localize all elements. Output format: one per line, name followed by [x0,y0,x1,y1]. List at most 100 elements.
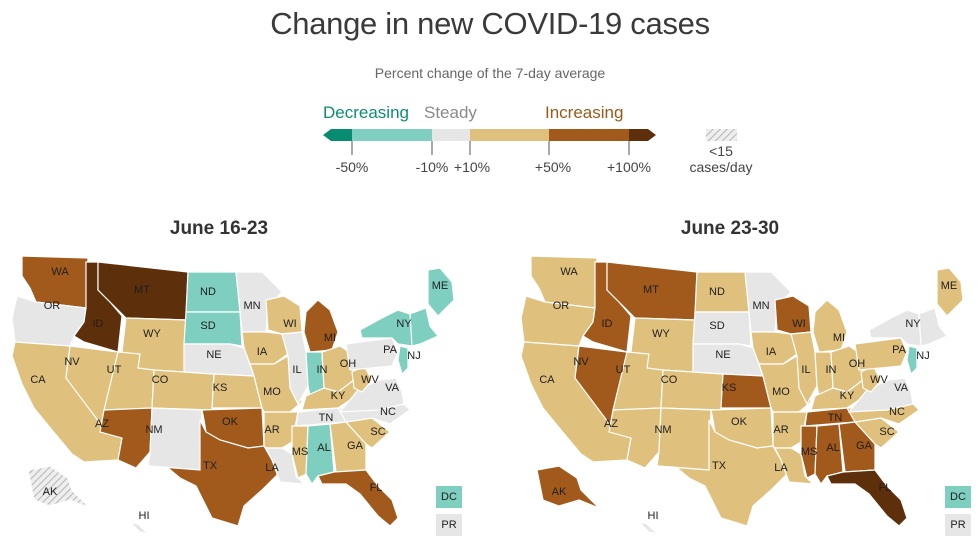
state-label-ak: AK [552,486,567,498]
state-va [847,377,914,413]
state-mi [812,299,848,353]
state-label-nd: ND [709,286,725,298]
box-dc [436,486,462,508]
state-label-pa: PA [892,344,907,356]
state-label-wi: WI [792,318,805,330]
state-fl [826,469,908,527]
state-label-tx: TX [203,460,218,472]
state-pa [345,337,399,371]
state-label-tn: TN [828,412,843,424]
state-label-ky: KY [331,390,346,402]
state-label-al: AL [317,442,330,454]
box-label-dc: DC [950,491,966,503]
state-label-il: IL [801,364,810,376]
state-label-wy: WY [143,328,161,340]
legend-small-cases-line1: <15 [709,143,733,159]
state-label-wv: WV [361,374,379,386]
state-label-nm: NM [145,424,162,436]
state-label-ny: NY [396,318,412,330]
state-ar [263,411,299,449]
state-label-sc: SC [370,426,385,438]
state-hi [128,520,151,535]
legend-bar-inc-strong [629,129,656,141]
state-label-mi: MI [833,332,845,344]
state-label-co: CO [661,374,678,386]
state-ak [536,465,600,509]
state-label-mi: MI [324,332,336,344]
state-il [281,331,309,406]
legend-hatch-swatch [706,129,737,141]
us-map-june-23-30: WA OR CA NV ID MT WY UT CO AZ NM ND SD NE KS OK TX MN IA MO… [520,255,971,536]
state-label-mn: MN [752,300,769,312]
box-label-dc: DC [441,491,457,503]
state-label-nv: NV [64,356,80,368]
legend-tick-label-5: +100% [607,159,651,175]
legend-bar-inc [470,129,549,141]
legend-bar-dec [352,129,432,141]
state-label-wa: WA [560,266,578,278]
state-label-wi: WI [283,318,296,330]
state-label-ar: AR [773,424,788,436]
state-label-ia: IA [257,346,268,358]
state-me [936,267,964,317]
state-label-va: VA [385,382,400,394]
box-dc [945,486,971,508]
state-label-nv: NV [573,356,589,368]
state-label-al: AL [826,442,839,454]
legend-bar-dec-strong [323,129,352,141]
legend-color-scale [323,129,737,155]
state-label-sc: SC [879,426,894,438]
state-label-ut: UT [616,364,631,376]
legend-small-cases-label: <15 cases/day [686,143,756,175]
state-label-mt: MT [643,284,659,296]
legend-bar-inc-more [549,129,629,141]
state-label-ca: CA [30,374,46,386]
state-label-ms: MS [292,446,309,458]
state-label-ok: OK [222,416,239,428]
state-label-ne: NE [715,349,730,361]
legend-small-cases-line2: cases/day [689,159,753,175]
state-label-mt: MT [134,284,150,296]
state-nm [147,407,203,471]
state-label-tx: TX [712,460,727,472]
state-label-ar: AR [264,424,279,436]
state-label-in: IN [826,364,837,376]
state-sd [183,311,243,347]
state-me [427,267,455,317]
state-label-ga: GA [347,440,364,452]
state-label-sd: SD [709,320,724,332]
legend-decreasing-label: Decreasing [323,103,409,122]
state-label-ca: CA [539,374,555,386]
state-label-wy: WY [652,328,670,340]
state-label-ia: IA [766,346,777,358]
legend-tick-label-4: +50% [534,159,572,175]
state-label-ky: KY [840,390,855,402]
state-label-ne: NE [206,349,221,361]
state-label-nd: ND [200,286,216,298]
state-label-mo: MO [772,386,790,398]
state-label-mo: MO [263,386,281,398]
state-hi [637,520,660,535]
state-ia [750,331,798,365]
state-label-ok: OK [731,416,748,428]
state-label-or: OR [553,300,570,312]
state-label-wv: WV [870,374,888,386]
state-label-nj: NJ [407,350,420,362]
state-label-hi: HI [648,510,659,522]
state-mi [303,299,339,353]
state-ia [241,331,289,365]
state-il [790,331,818,406]
state-label-me: ME [432,280,449,292]
map-title-left: June 16-23 [169,218,269,239]
state-label-nc: NC [889,406,905,418]
legend-tick-label-2: -10% [415,159,449,175]
state-label-in: IN [317,364,328,376]
legend-bar-steady [432,129,470,141]
legend-steady-label: Steady [424,103,477,122]
state-label-tn: TN [319,412,334,424]
state-pa [854,337,908,371]
state-label-mn: MN [243,300,260,312]
state-label-id: ID [93,318,104,330]
page-subtitle: Percent change of the 7-day average [374,65,606,81]
